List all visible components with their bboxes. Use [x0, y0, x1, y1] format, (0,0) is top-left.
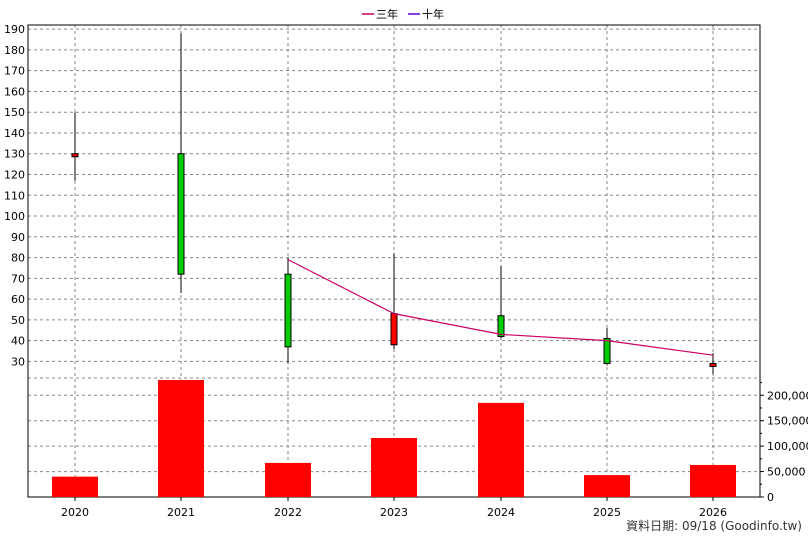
price-tick-label: 140 [4, 127, 25, 140]
x-tick-label: 2020 [61, 506, 89, 519]
tick-labels: 30 40 50 60 70 80 90 100 110 120 130 140 150 160 170 18… [4, 23, 808, 519]
chart-axes [27, 24, 764, 501]
volume-bar [371, 437, 417, 497]
candle-body [71, 153, 79, 158]
volume-bar [584, 475, 630, 497]
three-year-line [287, 259, 714, 356]
price-tick-label: 120 [4, 169, 25, 182]
candle-body [497, 315, 505, 337]
candlesticks [71, 33, 717, 374]
price-tick-label: 150 [4, 106, 25, 119]
data-date-footer: 資料日期: 09/18 (Goodinfo.tw) [626, 519, 802, 533]
volume-tick-label: 200,000 [767, 389, 808, 402]
legend-label: 十年 [422, 7, 444, 21]
price-tick-label: 60 [11, 293, 25, 306]
x-tick-label: 2025 [593, 506, 621, 519]
volume-bar [478, 402, 524, 497]
candle-body [177, 153, 185, 275]
price-tick-label: 40 [11, 335, 25, 348]
candle-body [390, 313, 398, 346]
volume-tick-label: 0 [767, 491, 774, 504]
candle-body [284, 273, 292, 348]
price-tick-label: 160 [4, 85, 25, 98]
volume-bar [690, 464, 736, 497]
volume-bar [158, 380, 204, 497]
chart-legend: 三年 十年 [362, 7, 444, 21]
price-tick-label: 190 [4, 23, 25, 36]
x-tick-label: 2022 [274, 506, 302, 519]
volume-tick-label: 50,000 [767, 466, 806, 479]
price-tick-label: 90 [11, 231, 25, 244]
price-tick-label: 100 [4, 210, 25, 223]
price-tick-label: 50 [11, 314, 25, 327]
legend-label: 三年 [376, 7, 398, 21]
price-tick-label: 130 [4, 148, 25, 161]
candle-body [709, 362, 717, 367]
price-tick-label: 80 [11, 252, 25, 265]
x-tick-label: 2026 [699, 506, 727, 519]
volume-bars [52, 380, 736, 497]
price-tick-label: 170 [4, 65, 25, 78]
x-tick-label: 2024 [487, 506, 515, 519]
price-tick-label: 180 [4, 44, 25, 57]
candle-body [603, 338, 611, 364]
x-tick-label: 2021 [167, 506, 195, 519]
volume-bar [265, 462, 311, 497]
price-tick-label: 110 [4, 189, 25, 202]
x-tick-label: 2023 [380, 506, 408, 519]
volume-bar [52, 476, 98, 497]
price-tick-label: 30 [11, 355, 25, 368]
volume-tick-label: 150,000 [767, 415, 808, 428]
price-tick-label: 70 [11, 272, 25, 285]
moving-lines [287, 259, 714, 356]
volume-tick-label: 100,000 [767, 440, 808, 453]
